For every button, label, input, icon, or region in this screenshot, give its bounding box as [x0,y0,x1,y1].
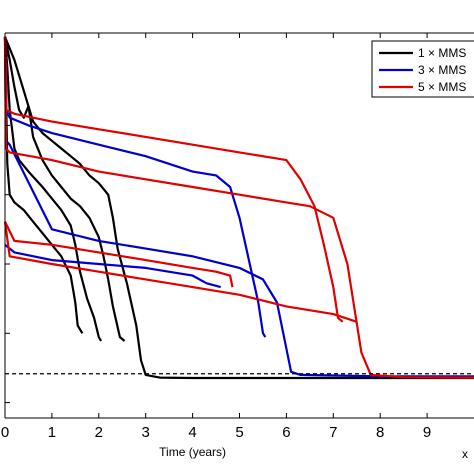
x-tick-label-9: 9 [423,424,431,441]
x-ticks: 0 1 2 3 4 5 6 7 8 9 [1,33,431,441]
series-3-curve-1 [3,36,344,323]
legend: 1 × MMS 3 × MMS 5 × MMS [371,40,474,98]
x-tick-label-5: 5 [235,424,243,441]
legend-label-3: 5 × MMS [418,80,466,94]
series-2-curve-3 [4,243,221,289]
series-3-curve-3 [4,221,234,288]
series-1-curve-2 [3,36,126,342]
series-1-curve-4 [3,36,84,334]
series-3-curve-2 [3,36,474,379]
legend-label-1: 1 × MMS [418,46,466,60]
series-1-curve-3 [3,36,103,342]
x-tick-label-7: 7 [329,424,337,441]
x-axis-label: Time (years) [159,445,226,459]
x-tick-label-8: 8 [376,424,384,441]
x-tick-label-2: 2 [95,424,103,441]
x-axis-exponent-label: x [462,447,468,461]
series-curves [3,36,474,380]
x-tick-label-3: 3 [142,424,150,441]
series-2-curve-2 [3,36,474,378]
series-3-curve-4 [3,221,358,323]
legend-label-2: 3 × MMS [418,63,466,77]
x-tick-label-6: 6 [282,424,290,441]
x-tick-label-4: 4 [188,424,196,441]
x-tick-label-1: 1 [48,424,56,441]
series-2-curve-1 [3,36,267,338]
x-tick-label-0: 0 [1,424,9,441]
